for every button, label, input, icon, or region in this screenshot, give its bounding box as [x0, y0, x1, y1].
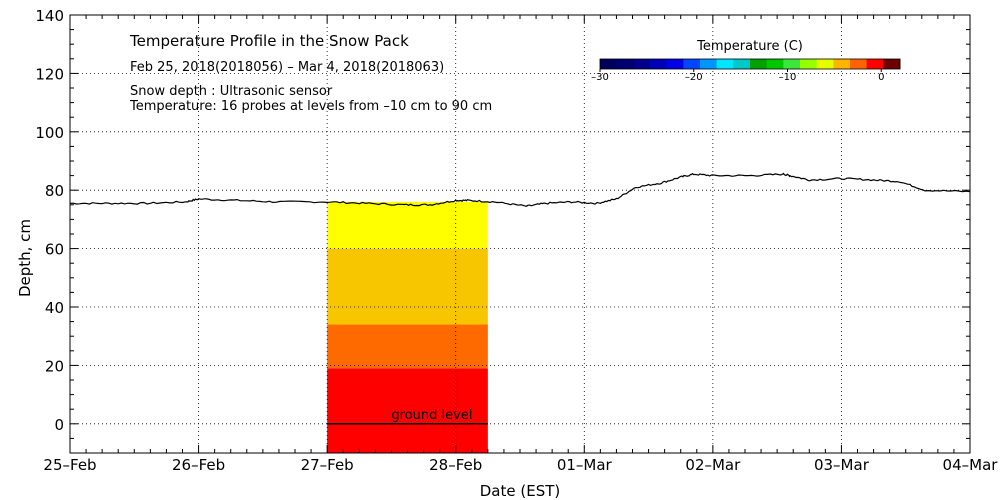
colorbar-swatch: [783, 59, 801, 69]
colorbar-tick-label: 0: [878, 72, 884, 83]
colorbar-swatch: [633, 59, 651, 69]
colorbar-swatch: [733, 59, 751, 69]
temperature-bands: [327, 201, 488, 453]
colorbar-swatch: [866, 59, 884, 69]
temperature-band-3: [327, 248, 488, 325]
y-tick-label: 100: [35, 124, 64, 142]
colorbar-swatch: [816, 59, 834, 69]
y-tick-label: 20: [45, 357, 64, 375]
x-tick-label: 04–Mar: [943, 456, 999, 474]
y-tick-label: 40: [45, 299, 64, 317]
colorbar-swatch: [883, 59, 901, 69]
y-axis-label: Depth, cm: [16, 219, 34, 297]
temperature-band-4: [327, 201, 488, 249]
y-tick-label: 60: [45, 241, 64, 259]
colorbar-swatch: [800, 59, 818, 69]
y-tick-label: 140: [35, 7, 64, 25]
x-tick-label: 27–Feb: [301, 456, 354, 474]
temperature-band-2: [327, 324, 488, 369]
colorbar-swatch: [716, 59, 734, 69]
y-tick-label: 80: [45, 182, 64, 200]
plot-frame: [69, 14, 971, 454]
colorbar-swatch: [700, 59, 718, 69]
colorbar-frame: [599, 58, 901, 70]
colorbar-tick-label: –20: [685, 72, 703, 83]
x-tick-label: 01–Mar: [557, 456, 613, 474]
x-tick-label: 28–Feb: [429, 456, 482, 474]
x-tick-label: 26–Feb: [172, 456, 225, 474]
y-tick-label: 120: [35, 65, 64, 83]
note-temperature: Temperature: 16 probes at levels from –1…: [129, 99, 492, 114]
grid-lines: [70, 15, 970, 453]
ground-level-label: ground level: [391, 408, 472, 423]
colorbar-swatch: [600, 59, 618, 69]
colorbar-swatch: [766, 59, 784, 69]
x-tick-label: 02–Mar: [685, 456, 741, 474]
x-axis-label: Date (EST): [480, 482, 561, 500]
chart-title: Temperature Profile in the Snow Pack: [129, 32, 409, 50]
colorbar-swatch: [666, 59, 684, 69]
y-axis-ticks: 0 20 40 60 80 100 120 140: [35, 7, 970, 454]
colorbar-swatch: [683, 59, 701, 69]
colorbar: –30 –20 –10 0: [591, 58, 901, 83]
x-tick-label: 25–Feb: [43, 456, 96, 474]
colorbar-swatch: [616, 59, 634, 69]
temperature-band-1: [327, 368, 488, 453]
note-snow-depth: Snow depth : Ultrasonic sensor: [130, 84, 333, 99]
y-tick-label: 0: [54, 416, 64, 434]
x-tick-label: 03–Mar: [814, 456, 870, 474]
x-axis-ticks: 25–Feb 26–Feb 27–Feb 28–Feb 01–Mar 02–Mar 03–M…: [43, 15, 998, 474]
colorbar-title: Temperature (C): [696, 39, 803, 54]
colorbar-swatch: [750, 59, 768, 69]
colorbar-swatch: [850, 59, 868, 69]
snow-depth-line: [69, 172, 971, 207]
colorbar-swatch: [650, 59, 668, 69]
colorbar-swatch: [833, 59, 851, 69]
colorbar-tick-label: –30: [591, 72, 609, 83]
colorbar-tick-label: –10: [779, 72, 797, 83]
chart-subtitle: Feb 25, 2018(2018056) – Mar 4, 2018(2018…: [130, 60, 444, 75]
